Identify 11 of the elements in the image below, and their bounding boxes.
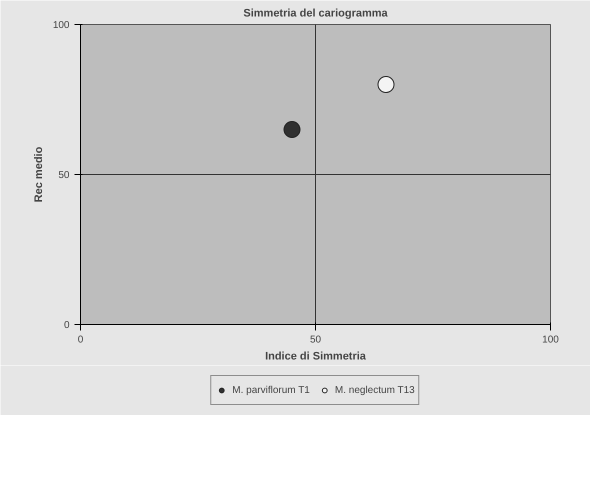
chart-title: Simmetria del cariogramma [243, 8, 389, 20]
y-tick-label: 0 [64, 320, 70, 331]
y-tick-label: 50 [58, 170, 70, 181]
x-tick-label: 100 [542, 334, 560, 346]
legend-label: M. parviflorum T1 [232, 384, 310, 396]
x-tick-label: 50 [310, 334, 322, 346]
y-tick-label: 100 [52, 20, 70, 31]
y-axis-title: Rec medio [32, 146, 45, 202]
legend-label: M. neglectum T13 [334, 384, 415, 396]
x-tick-label: 0 [78, 334, 84, 346]
x-axis-title: Indice di Simmetria [265, 350, 367, 362]
